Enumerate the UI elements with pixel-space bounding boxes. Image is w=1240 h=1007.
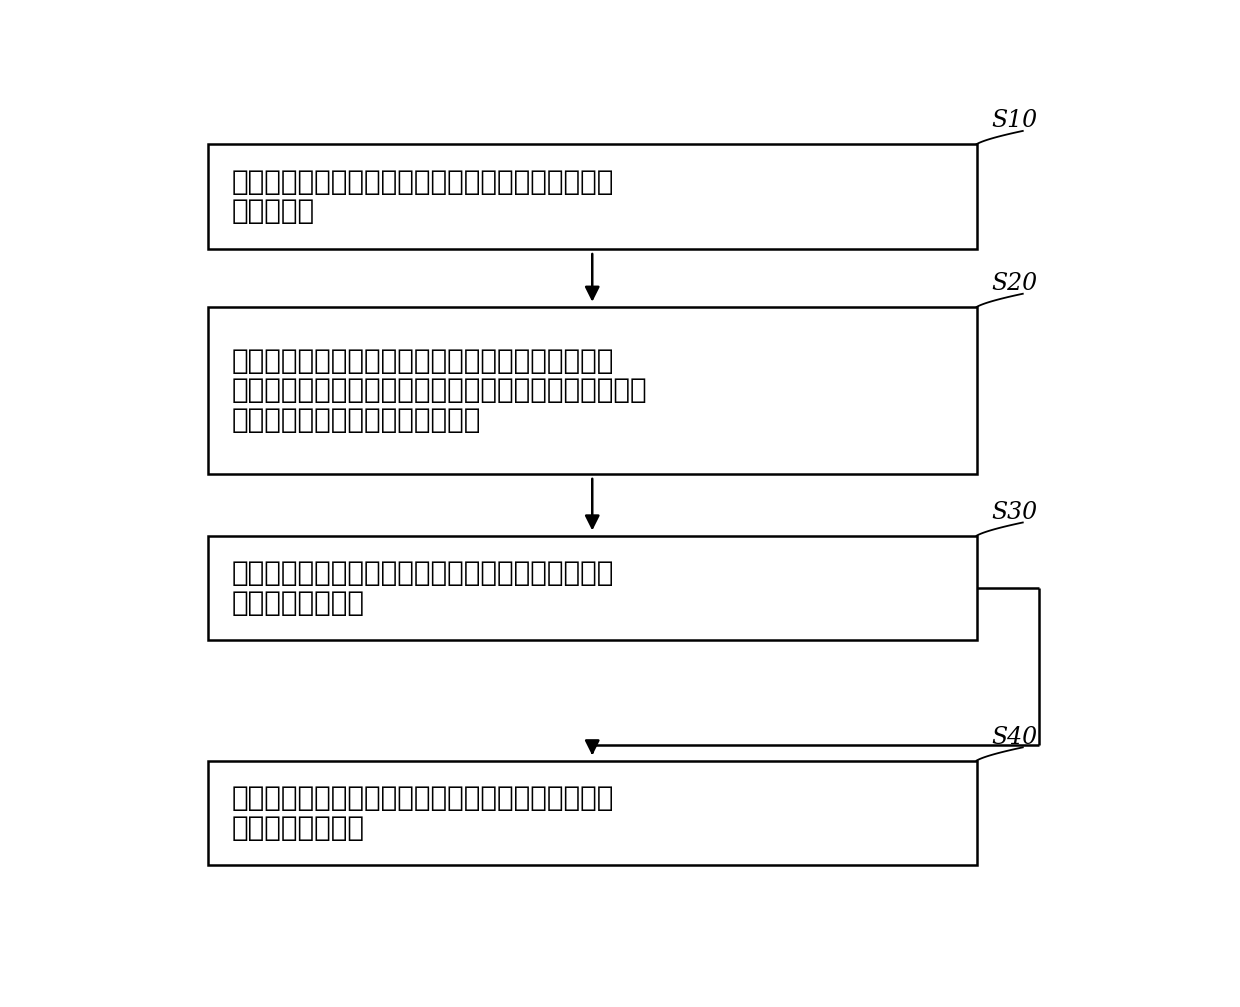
Text: 的场景图像: 的场景图像: [232, 197, 315, 226]
Text: S30: S30: [991, 501, 1037, 524]
Text: 成电极刺激的编码: 成电极刺激的编码: [232, 814, 365, 842]
Text: S20: S20: [991, 272, 1037, 295]
Text: 息的二维深度图进行抽象，并输出: 息的二维深度图进行抽象，并输出: [232, 406, 481, 434]
Text: 将双摄像头采集的两帧同步场景图像后，生成带有场: 将双摄像头采集的两帧同步场景图像后，生成带有场: [232, 346, 614, 375]
Text: 如果用户选择深度信息，则按照观测物的表面距离生: 如果用户选择深度信息，则按照观测物的表面距离生: [232, 784, 614, 812]
Text: 景深度信息的二维深度图，将带有场景灰度信息和深度信: 景深度信息的二维深度图，将带有场景灰度信息和深度信: [232, 377, 647, 404]
FancyBboxPatch shape: [208, 760, 977, 865]
Text: 成电极刺激的编码: 成电极刺激的编码: [232, 589, 365, 616]
Text: S10: S10: [991, 110, 1037, 133]
FancyBboxPatch shape: [208, 307, 977, 473]
FancyBboxPatch shape: [208, 536, 977, 640]
Text: S40: S40: [991, 726, 1037, 749]
FancyBboxPatch shape: [208, 144, 977, 249]
Text: 如果选择灰度信息，则按照观测物的表面灰度信息生: 如果选择灰度信息，则按照观测物的表面灰度信息生: [232, 559, 614, 587]
Text: 两个并排水平摆放在同一垂直面上的摄像头采集前方: 两个并排水平摆放在同一垂直面上的摄像头采集前方: [232, 168, 614, 195]
